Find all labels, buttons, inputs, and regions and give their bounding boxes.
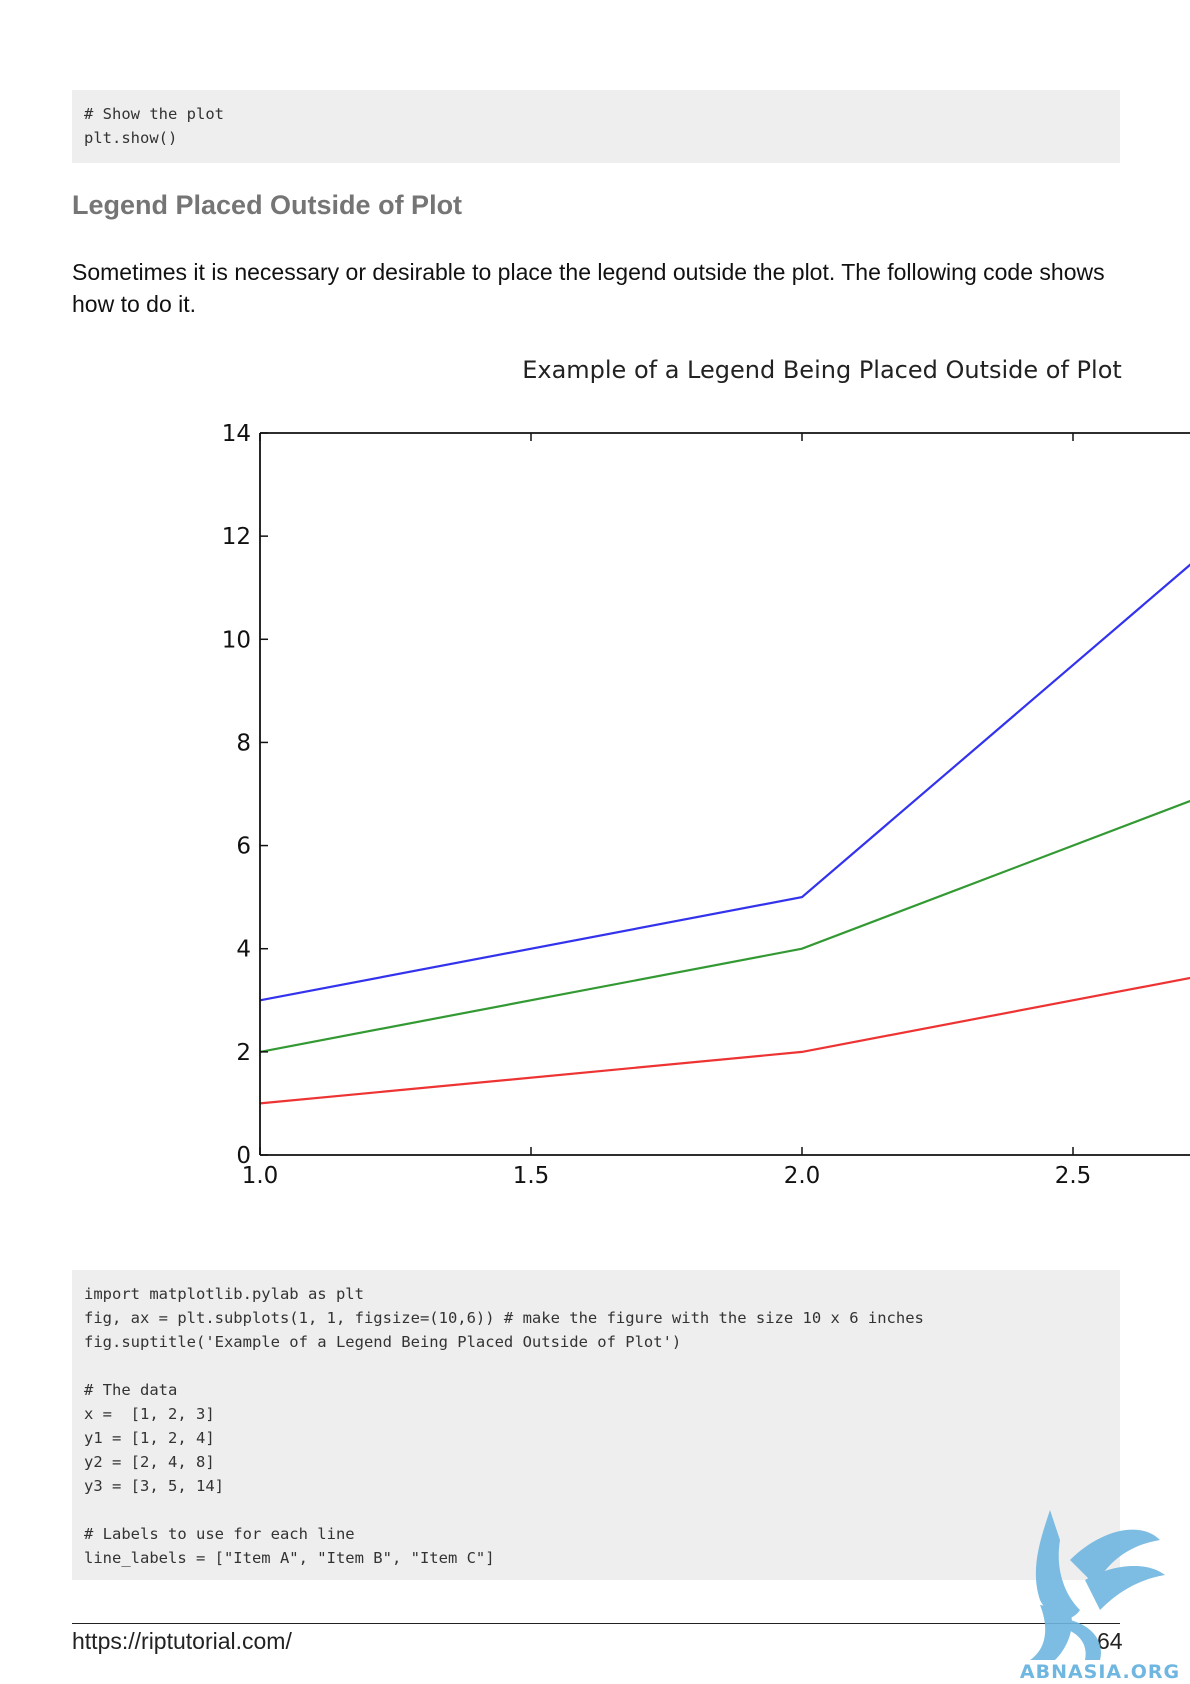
watermark-text: ABNASIA.ORG: [1020, 1661, 1180, 1683]
x-tick-label: 2.5: [1055, 1163, 1092, 1189]
code-line: y1 = [1, 2, 4]: [84, 1429, 215, 1447]
y-tick-label: 8: [236, 730, 251, 756]
chart-title: Example of a Legend Being Placed Outside…: [522, 356, 1122, 384]
y-tick-label: 6: [236, 834, 251, 860]
code-line: # The data: [84, 1381, 178, 1399]
line-chart: Example of a Legend Being Placed Outside…: [222, 356, 1190, 1189]
y-tick-label: 12: [222, 524, 251, 550]
code-line: # Labels to use for each line: [84, 1525, 355, 1543]
series-line-1: [259, 799, 1190, 1053]
section-paragraph: Sometimes it is necessary or desirable t…: [72, 259, 1105, 317]
x-tick-label: 2.0: [784, 1163, 821, 1189]
footer-divider: [72, 1623, 1120, 1624]
code-line: fig.suptitle('Example of a Legend Being …: [84, 1333, 682, 1351]
code-line: import matplotlib.pylab as plt: [84, 1285, 364, 1303]
y-tick-label: 4: [236, 937, 251, 963]
code-block-legend-example: import matplotlib.pylab as plt fig, ax =…: [72, 1270, 1120, 1580]
y-tick-label: 0: [236, 1143, 251, 1169]
y-tick-label: 14: [222, 421, 251, 447]
x-tick-label: 1.5: [513, 1163, 550, 1189]
code-block-show-plot: # Show the plot plt.show(): [72, 90, 1120, 163]
y-tick-label: 10: [222, 627, 251, 653]
code-line: [84, 1498, 1108, 1522]
code-line: y2 = [2, 4, 8]: [84, 1453, 215, 1471]
code-line: fig, ax = plt.subplots(1, 1, figsize=(10…: [84, 1309, 924, 1327]
y-tick-label: 2: [236, 1040, 251, 1066]
section-heading: Legend Placed Outside of Plot: [72, 190, 463, 220]
code-line: # Show the plot: [84, 105, 224, 123]
series-line-2: [259, 563, 1190, 1002]
griffin-logo-icon: ABNASIA.ORG: [1020, 1510, 1180, 1683]
footer-url-link[interactable]: https://riptutorial.com/: [72, 1628, 292, 1654]
code-line: [84, 1354, 1108, 1378]
x-tick-label: 1.0: [242, 1163, 279, 1189]
code-line: y3 = [3, 5, 14]: [84, 1477, 224, 1495]
code-line: x = [1, 2, 3]: [84, 1405, 215, 1423]
series-line-0: [259, 976, 1190, 1105]
page-number: 64: [1097, 1628, 1123, 1654]
code-line: line_labels = ["Item A", "Item B", "Item…: [84, 1549, 495, 1567]
code-line: plt.show(): [84, 129, 178, 147]
